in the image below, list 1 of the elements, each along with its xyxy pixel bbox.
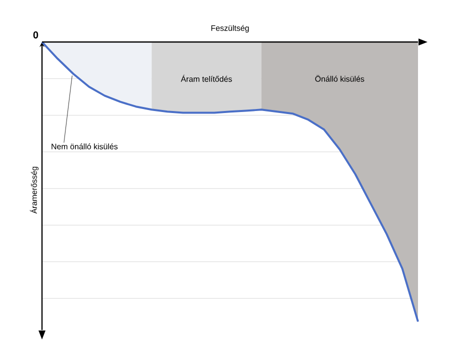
text: 0	[33, 31, 38, 38]
